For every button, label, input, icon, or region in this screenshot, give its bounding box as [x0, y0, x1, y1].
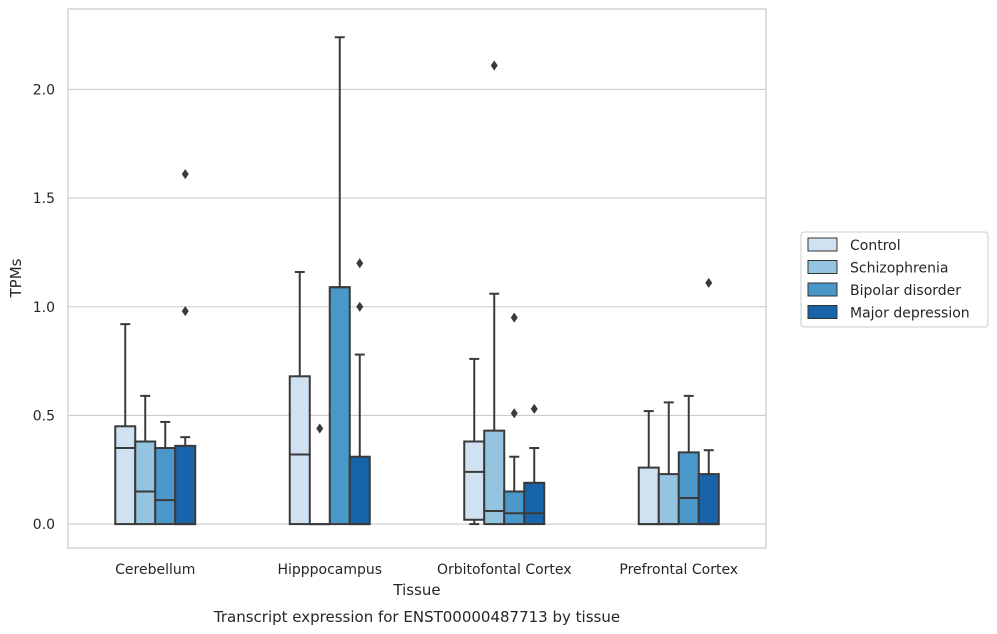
iqr-box	[154, 447, 177, 526]
box-plot-box	[503, 312, 526, 526]
iqr-box	[637, 466, 660, 526]
legend: Control Schizophrenia Bipolar disorder Majo…	[800, 231, 989, 328]
box-plot-groups	[114, 36, 720, 526]
legend-label: Bipolar disorder	[850, 283, 961, 299]
iqr-box	[328, 286, 351, 526]
legend-swatch	[807, 260, 838, 274]
x-tick-label: Cerebellum	[115, 562, 195, 578]
legend-swatch	[807, 282, 838, 297]
legend-label: Schizophrenia	[850, 261, 948, 277]
legend-label: Control	[850, 238, 901, 254]
y-tick-labels: 0.0 0.5 1.0 1.5 2.0	[33, 82, 55, 533]
x-tick-label: Prefrontal Cortex	[619, 562, 738, 578]
y-tick-label: 1.5	[33, 191, 55, 207]
box-plot-box	[348, 258, 371, 526]
box-plot-box	[309, 423, 330, 526]
outlier-point	[181, 169, 189, 180]
outlier-point	[510, 408, 518, 419]
outlier-point	[530, 403, 538, 414]
outlier-point	[490, 60, 498, 71]
box-plot-box	[288, 270, 311, 526]
iqr-box	[697, 473, 720, 526]
outlier-point	[705, 277, 713, 288]
iqr-box	[503, 490, 526, 526]
box-plot-box	[697, 277, 720, 526]
plot-frame	[67, 8, 767, 549]
box-plot-box	[463, 357, 486, 526]
box-plot-box	[328, 36, 351, 526]
outlier-point	[316, 423, 324, 434]
iqr-box	[134, 440, 157, 526]
legend-swatch	[807, 305, 838, 319]
box-plot-box	[174, 169, 197, 526]
x-axis-label: Tissue	[392, 581, 440, 599]
iqr-box	[114, 425, 137, 526]
x-tick-labels: Cerebellum Hipppocampus Orbitofontal Corte…	[115, 562, 738, 578]
y-tick-label: 1.0	[33, 300, 55, 316]
box-plot-box	[134, 394, 157, 526]
y-tick-label: 0.0	[33, 517, 55, 533]
iqr-box	[677, 451, 700, 526]
figure-caption: Transcript expression for ENST0000048771…	[213, 608, 620, 626]
box-plot-box	[114, 323, 137, 526]
x-tick-label: Hipppocampus	[277, 562, 382, 578]
box-plot-box	[637, 410, 660, 526]
box-plot-box	[154, 420, 177, 526]
y-axis-label: TPMs	[7, 258, 25, 298]
outlier-point	[356, 301, 364, 312]
iqr-box	[523, 481, 546, 526]
box-plot-box	[483, 60, 506, 526]
box-plot-box	[523, 403, 546, 526]
outlier-point	[181, 306, 189, 317]
iqr-box	[348, 455, 371, 526]
iqr-box	[483, 429, 506, 526]
legend-frame	[800, 231, 989, 328]
outlier-point	[510, 312, 518, 323]
y-tick-label: 0.5	[33, 408, 55, 424]
iqr-box	[288, 375, 311, 526]
iqr-box	[463, 440, 486, 521]
x-tick-label: Orbitofontal Cortex	[437, 562, 572, 578]
legend-label: Major depression	[850, 306, 970, 322]
iqr-box	[657, 473, 680, 526]
box-plot-box	[657, 401, 680, 526]
legend-swatch	[807, 237, 838, 252]
y-tick-label: 2.0	[33, 82, 55, 98]
outlier-point	[356, 258, 364, 269]
iqr-box	[174, 444, 197, 526]
